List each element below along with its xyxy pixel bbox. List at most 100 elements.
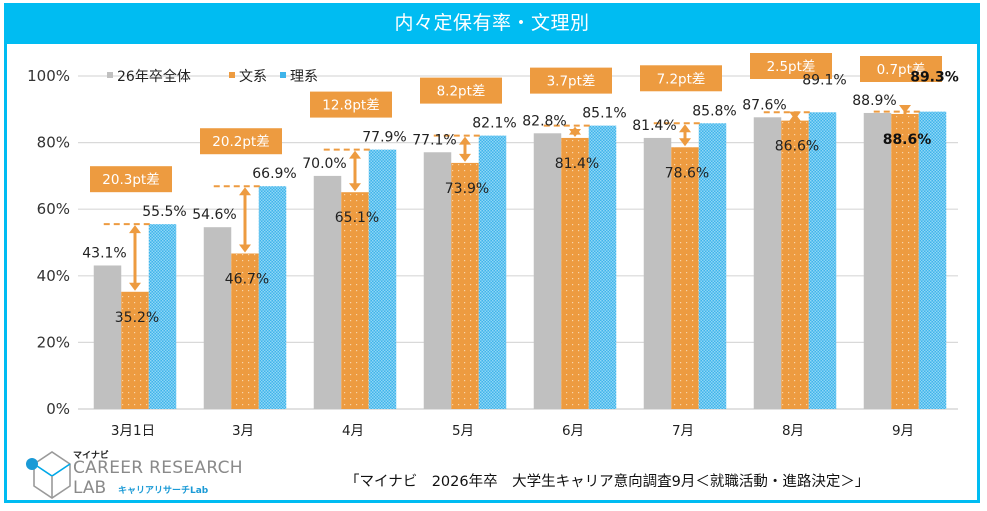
x-tick-label: 4月 <box>342 423 364 439</box>
logo-line2: LAB <box>73 478 107 498</box>
diff-label-box <box>310 91 392 118</box>
x-tick-label: 8月 <box>782 423 804 439</box>
bar-overall <box>863 112 892 409</box>
diff-label: 3.7pt差 <box>547 74 596 90</box>
value-label-overall: 81.4% <box>632 118 676 134</box>
logo-subtitle: キャリアリサーチLab <box>118 486 209 496</box>
value-label-bunkei: 81.4% <box>555 156 599 172</box>
diff-label: 8.2pt差 <box>437 84 486 100</box>
value-label-overall: 70.0% <box>302 156 346 172</box>
x-tick-label: 9月 <box>892 423 914 439</box>
value-label-bunkei: 86.6% <box>775 139 819 155</box>
y-tick-label: 80% <box>37 134 70 152</box>
value-label-bunkei: 88.6% <box>883 132 932 148</box>
x-tick-label: 5月 <box>452 423 474 439</box>
bar-bunkei <box>231 253 259 409</box>
diff-arrow-down-icon <box>679 138 691 147</box>
logo-line1: CAREER RESEARCH <box>73 458 243 478</box>
y-tick-label: 100% <box>27 67 70 85</box>
diff-arrow-down-icon <box>239 244 251 253</box>
y-tick-label: 0% <box>46 400 70 418</box>
value-label-overall: 87.6% <box>742 97 786 113</box>
chart-title: 内々定保有率・文理別 <box>4 3 980 44</box>
diff-label-box <box>640 65 722 92</box>
y-tick-label: 60% <box>37 200 70 218</box>
value-label-bunkei: 73.9% <box>445 181 489 197</box>
bar-overall <box>203 227 232 409</box>
diff-arrow-up-icon <box>679 124 691 133</box>
bar-rikei <box>588 125 617 409</box>
value-label-bunkei: 65.1% <box>335 210 379 226</box>
legend-swatch-icon <box>107 72 113 78</box>
diff-label: 20.3pt差 <box>102 172 159 188</box>
x-tick-label: 3月 <box>232 423 254 439</box>
bar-bunkei <box>891 113 919 409</box>
diff-arrow-up-icon <box>349 150 361 159</box>
bar-rikei <box>478 135 507 409</box>
diff-label-box <box>420 77 502 104</box>
diff-label-box <box>200 128 282 155</box>
value-label-overall: 77.1% <box>412 132 456 148</box>
bar-rikei <box>698 123 727 409</box>
value-label-bunkei: 35.2% <box>115 310 159 326</box>
x-tick-label: 3月1日 <box>111 423 155 439</box>
bar-rikei <box>918 111 947 410</box>
value-label-overall: 43.1% <box>82 245 126 261</box>
value-label-rikei: 85.1% <box>582 106 626 122</box>
diff-label-box <box>530 67 612 94</box>
bar-bunkei <box>781 120 809 409</box>
y-tick-label: 40% <box>37 267 70 285</box>
value-label-overall: 54.6% <box>192 207 236 223</box>
bar-overall <box>753 117 782 410</box>
diff-label: 20.2pt差 <box>212 134 269 150</box>
source-note: 「マイナビ 2026年卒 大学生キャリア意向調査9月＜就職活動・進路決定＞」 <box>345 474 870 490</box>
bar-overall <box>93 265 122 409</box>
diff-arrow-down-icon <box>459 153 471 162</box>
value-label-rikei: 85.8% <box>692 103 736 119</box>
bar-rikei <box>808 112 837 409</box>
diff-label-box <box>750 53 832 79</box>
bar-rikei <box>258 186 287 409</box>
diff-arrow-down-icon <box>899 104 911 113</box>
diff-arrow-down-icon <box>789 111 801 120</box>
x-tick-label: 7月 <box>672 423 694 439</box>
legend-label: 文系 <box>239 69 267 85</box>
bar-rikei <box>368 149 397 409</box>
x-tick-label: 6月 <box>562 423 584 439</box>
bar-bunkei <box>561 137 589 410</box>
diff-arrow-up-icon <box>899 112 911 121</box>
diff-label: 12.8pt差 <box>322 98 379 114</box>
diff-arrow-down-icon <box>569 128 581 137</box>
bar-bunkei <box>671 147 699 409</box>
value-label-overall: 88.9% <box>852 93 896 109</box>
value-label-rikei: 66.9% <box>252 166 296 182</box>
career-research-lab-logo <box>26 451 71 499</box>
value-label-rikei: 89.3% <box>910 70 959 86</box>
diff-arrow-down-icon <box>349 183 361 192</box>
value-label-rikei: 89.1% <box>802 72 846 88</box>
diff-arrow-down-icon <box>129 282 141 291</box>
bar-bunkei <box>451 162 479 409</box>
bar-bunkei <box>341 192 369 409</box>
diff-label: 2.5pt差 <box>767 59 816 75</box>
value-label-bunkei: 46.7% <box>225 271 269 287</box>
value-label-bunkei: 78.6% <box>665 165 709 181</box>
bar-rikei <box>148 224 177 409</box>
value-label-rikei: 77.9% <box>362 130 406 146</box>
legend-label: 26年卒全体 <box>117 68 191 85</box>
bar-overall <box>643 137 672 410</box>
value-label-rikei: 55.5% <box>142 204 186 220</box>
value-label-rikei: 82.1% <box>472 116 516 132</box>
legend-label: 理系 <box>290 69 318 85</box>
diff-arrow-up-icon <box>459 136 471 145</box>
logo-brand-kana: マイナビ <box>73 451 109 461</box>
bar-overall <box>533 133 562 409</box>
legend-swatch-icon <box>229 72 235 78</box>
diff-arrow-up-icon <box>129 225 141 234</box>
diff-label-box <box>90 166 172 193</box>
legend-swatch-icon <box>280 72 286 78</box>
logo-cube-icon <box>26 451 71 499</box>
diff-label: 0.7pt差 <box>877 62 926 78</box>
y-tick-label: 20% <box>37 333 70 351</box>
